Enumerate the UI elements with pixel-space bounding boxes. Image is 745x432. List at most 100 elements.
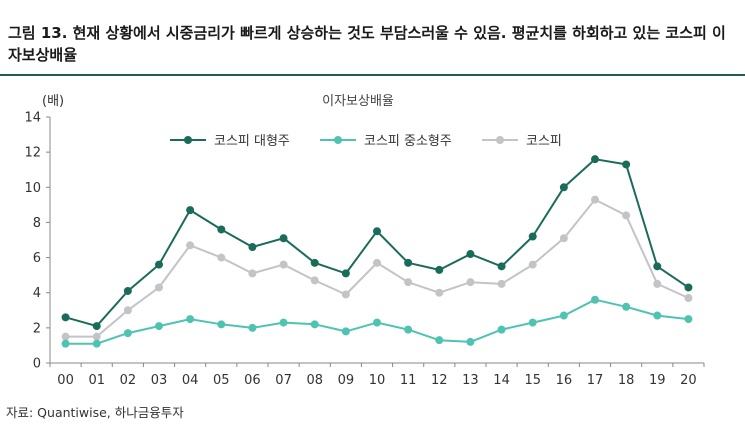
source-note: 자료: Quantiwise, 하나금융투자 xyxy=(6,405,184,420)
data-point xyxy=(310,320,319,329)
data-point xyxy=(279,318,288,327)
x-tick-label: 17 xyxy=(587,373,604,388)
data-point xyxy=(92,332,101,341)
data-point xyxy=(92,322,101,331)
data-point xyxy=(186,206,195,215)
data-point xyxy=(497,279,506,288)
data-point xyxy=(404,258,413,267)
data-point xyxy=(653,279,662,288)
x-tick-label: 04 xyxy=(182,373,199,388)
x-tick-label: 08 xyxy=(306,373,323,388)
x-tick-label: 05 xyxy=(213,373,230,388)
data-point xyxy=(622,211,631,220)
data-point xyxy=(466,337,475,346)
x-tick-label: 15 xyxy=(524,373,541,388)
x-tick-label: 09 xyxy=(338,373,355,388)
data-point xyxy=(684,315,693,324)
x-tick-label: 12 xyxy=(431,373,448,388)
data-point xyxy=(373,258,381,267)
data-point xyxy=(497,325,506,334)
data-point xyxy=(217,253,226,262)
plot-area xyxy=(61,155,693,348)
data-point xyxy=(217,320,226,329)
x-tick-label: 02 xyxy=(120,373,137,388)
x-tick-label: 19 xyxy=(649,373,666,388)
legend-item-0: 코스피 대형주 xyxy=(170,134,290,149)
data-point xyxy=(466,278,475,287)
legend-swatch-marker xyxy=(334,136,342,144)
data-point xyxy=(622,160,631,169)
data-point xyxy=(61,339,70,348)
y-tick-label: 6 xyxy=(33,251,41,266)
figure-title: 그림 13. 현재 상황에서 시중금리가 빠르게 상승하는 것도 부담스러울 수… xyxy=(8,24,726,64)
data-point xyxy=(653,262,662,271)
x-tick-label: 07 xyxy=(275,373,292,388)
data-point xyxy=(591,295,599,304)
data-point xyxy=(248,269,257,278)
data-point xyxy=(123,329,132,338)
data-point xyxy=(123,306,132,315)
data-point xyxy=(61,313,70,322)
x-tick-label: 10 xyxy=(369,373,386,388)
data-point xyxy=(248,243,257,252)
data-point xyxy=(248,323,257,332)
data-point xyxy=(466,250,475,259)
legend-label: 코스피 xyxy=(526,134,562,149)
data-point xyxy=(186,241,195,250)
data-point xyxy=(497,262,506,271)
data-point xyxy=(373,318,381,327)
data-point xyxy=(341,269,350,278)
x-tick-label: 20 xyxy=(680,373,697,388)
data-point xyxy=(435,288,444,297)
x-tick-label: 16 xyxy=(556,373,573,388)
data-point xyxy=(528,318,537,327)
data-point xyxy=(279,234,288,243)
y-tick-label: 14 xyxy=(24,111,41,126)
data-point xyxy=(591,155,599,164)
x-tick-label: 14 xyxy=(493,373,510,388)
chart-title: 이자보상배율 xyxy=(322,94,394,109)
y-tick-label: 8 xyxy=(33,216,41,231)
y-tick-label: 4 xyxy=(33,286,41,301)
data-point xyxy=(653,311,662,320)
data-point xyxy=(155,322,163,331)
data-point xyxy=(528,232,537,241)
data-point xyxy=(310,258,319,267)
legend-item-1: 코스피 중소형주 xyxy=(320,134,452,149)
data-point xyxy=(435,336,444,345)
legend-label: 코스피 중소형주 xyxy=(364,134,452,149)
chart-legend: 코스피 대형주 코스피 중소형주 코스피 xyxy=(170,134,562,149)
data-point xyxy=(61,332,70,341)
legend-label: 코스피 대형주 xyxy=(214,134,290,149)
y-tick-label: 0 xyxy=(33,357,41,372)
data-point xyxy=(528,260,537,269)
y-axis-unit-label: (배) xyxy=(42,94,64,109)
x-tick-label: 11 xyxy=(400,373,417,388)
legend-swatch-marker xyxy=(496,136,504,144)
data-point xyxy=(341,290,350,299)
data-point xyxy=(92,339,101,348)
data-point xyxy=(279,260,288,269)
data-point xyxy=(310,276,319,285)
series-0 xyxy=(61,155,693,331)
series-1 xyxy=(61,295,693,348)
data-point xyxy=(559,234,568,243)
x-tick-label: 06 xyxy=(244,373,261,388)
data-point xyxy=(404,278,413,287)
data-point xyxy=(123,286,132,295)
x-tick-label: 00 xyxy=(57,373,74,388)
data-point xyxy=(435,265,444,274)
data-point xyxy=(341,327,350,336)
y-tick-label: 12 xyxy=(24,146,41,161)
data-point xyxy=(622,302,631,311)
y-tick-label: 10 xyxy=(24,181,41,196)
data-point xyxy=(373,227,381,236)
legend-swatch-marker xyxy=(184,136,192,144)
x-tick-label: 01 xyxy=(88,373,105,388)
series-2 xyxy=(61,195,693,341)
data-point xyxy=(155,260,163,269)
data-point xyxy=(186,315,195,324)
y-tick-label: 2 xyxy=(33,321,41,336)
